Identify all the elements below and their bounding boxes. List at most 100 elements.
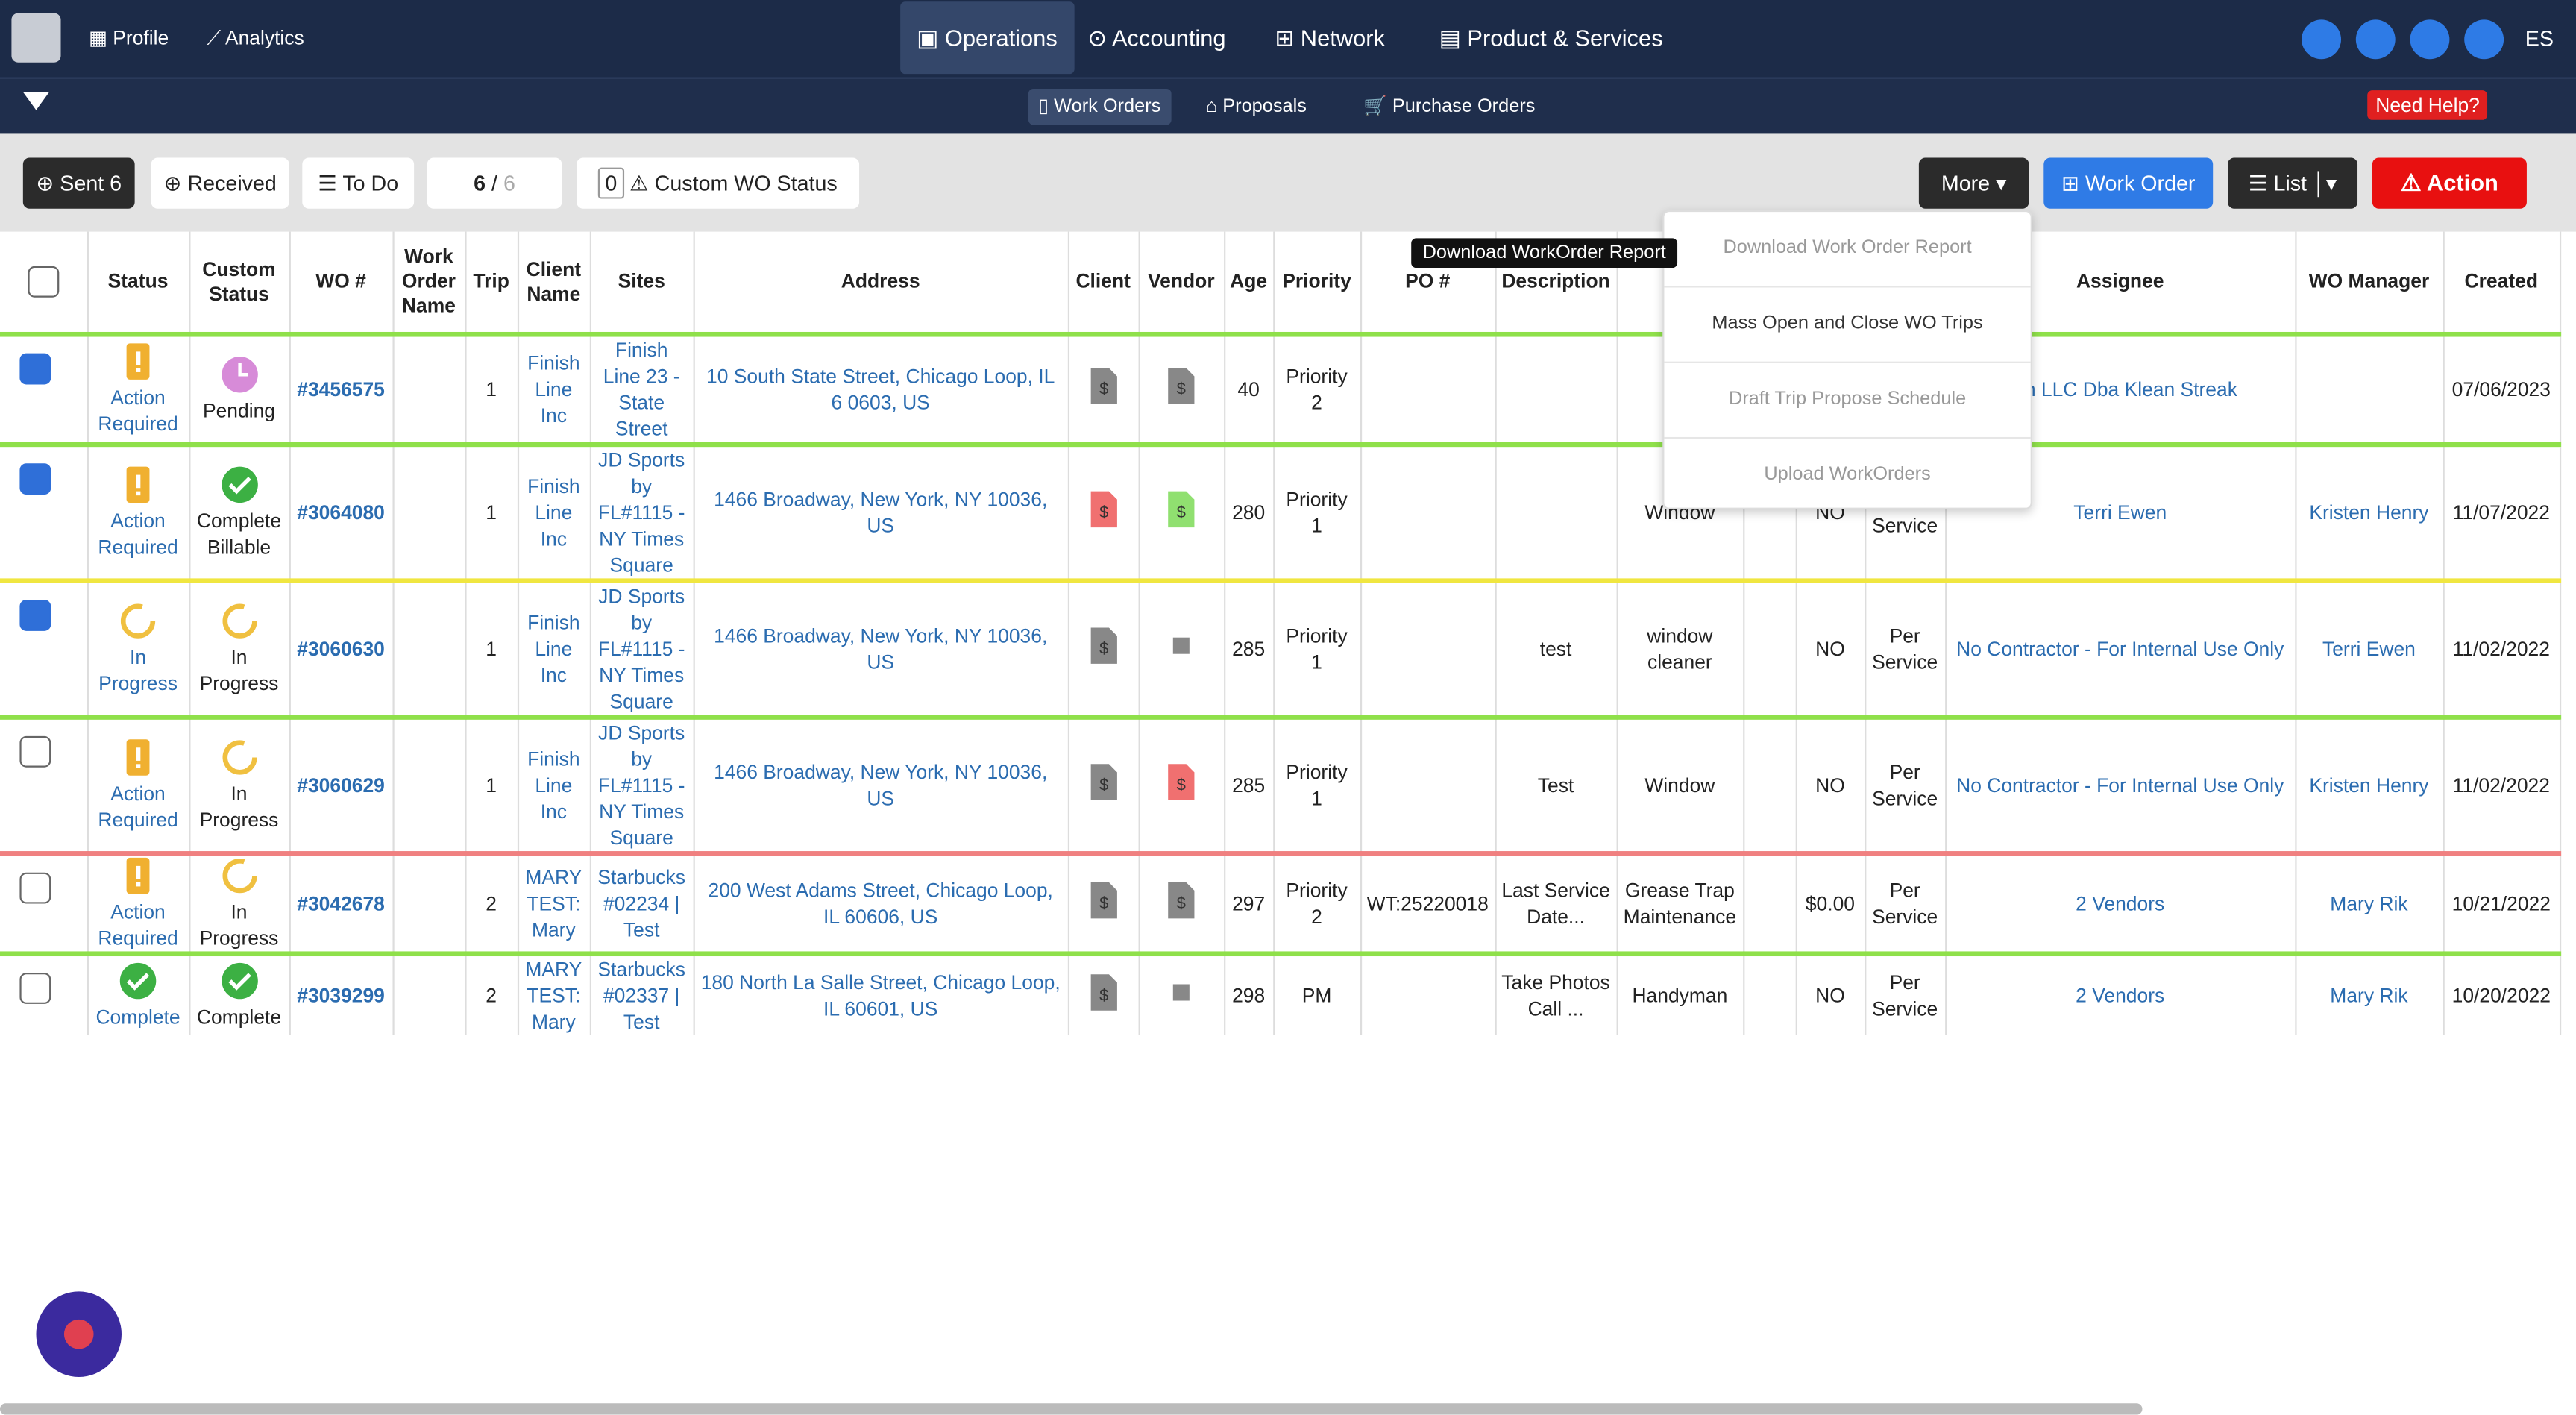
cell-text[interactable]: Finish Line Inc — [527, 747, 580, 823]
cell-text[interactable]: #3060630 — [297, 637, 385, 661]
cell-text[interactable]: Finish Line Inc — [527, 474, 580, 550]
cell-pay: Per Service — [1865, 717, 1947, 854]
cell-text[interactable]: 2 Vendors — [2076, 892, 2165, 915]
cell-text[interactable]: MARY TEST: Mary — [525, 865, 582, 942]
nav-accounting[interactable]: ⊙ Accounting — [1087, 25, 1226, 51]
cell-text[interactable]: Finish Line Inc — [527, 351, 580, 427]
more-button[interactable]: More ▾ — [1918, 157, 2029, 209]
cell-text[interactable]: 1466 Broadway, New York, NY 10036, US — [714, 624, 1048, 674]
custom-status-button[interactable]: 0 ⚠ Custom WO Status — [577, 157, 860, 209]
help-link[interactable]: Need Help? — [2367, 90, 2488, 120]
row-checkbox[interactable] — [19, 600, 51, 631]
cell-text[interactable]: Action Required — [98, 782, 178, 832]
nav-products[interactable]: ▤ Product & Services — [1439, 25, 1663, 51]
row-checkbox[interactable] — [19, 735, 51, 768]
menu-item[interactable]: Upload WorkOrders — [1764, 465, 1931, 485]
select-all[interactable] — [27, 266, 59, 298]
cell-age: 285 — [1224, 717, 1275, 854]
cell-text[interactable]: #3064080 — [297, 501, 385, 524]
cell-text[interactable]: 200 West Adams Street, Chicago Loop, IL … — [708, 879, 1053, 929]
document-icon[interactable] — [1165, 973, 1198, 1012]
menu-item[interactable]: Mass Open and Close WO Trips — [1664, 287, 2031, 363]
document-icon[interactable]: $ — [1165, 881, 1198, 920]
chat-button[interactable] — [2464, 19, 2504, 60]
cell-text[interactable]: Action Required — [98, 509, 178, 559]
work-order-button[interactable]: ⊞ Work Order — [2043, 157, 2214, 209]
document-icon[interactable]: $ — [1087, 489, 1119, 529]
nav-profile[interactable]: ▦ Profile — [88, 26, 169, 50]
sub-work-orders[interactable]: ▯ Work Orders — [1028, 88, 1171, 125]
cell-text[interactable]: Kristen Henry — [2309, 774, 2429, 797]
document-icon[interactable]: $ — [1087, 366, 1119, 406]
cell-text[interactable]: Mary Rik — [2330, 984, 2408, 1008]
cell-text[interactable]: Mtn LLC Dba Klean Streak — [2002, 377, 2237, 401]
cell-text[interactable]: #3039299 — [297, 984, 385, 1008]
document-icon[interactable]: $ — [1165, 489, 1198, 529]
cell-text[interactable]: Action Required — [98, 900, 178, 950]
cell-text: Complete — [196, 1005, 282, 1029]
fab-button[interactable] — [36, 1291, 122, 1377]
cell-text[interactable]: Finish Line Inc — [527, 611, 580, 687]
cell-text[interactable]: #3456575 — [297, 377, 385, 401]
user-initials[interactable]: ES — [2525, 26, 2554, 51]
document-icon[interactable] — [1165, 626, 1198, 665]
document-icon[interactable]: $ — [1087, 881, 1119, 920]
cell-text[interactable]: JD Sports by FL#1115 - NY Times Square — [597, 585, 685, 714]
cell-text[interactable]: Terri Ewen — [2322, 637, 2416, 661]
row-checkbox[interactable] — [19, 872, 51, 904]
cell-text[interactable]: #3042678 — [297, 892, 385, 915]
cell-text[interactable]: Starbucks #02234 | Test — [597, 865, 685, 942]
cell-text[interactable]: 1466 Broadway, New York, NY 10036, US — [714, 760, 1048, 810]
cell-text[interactable]: Finish Line 23 - State Street — [603, 338, 680, 441]
sub-proposals[interactable]: ⌂ Proposals — [1205, 96, 1307, 117]
cell-text[interactable]: In Progress — [98, 645, 178, 695]
cell-text[interactable]: MARY TEST: Mary — [525, 958, 582, 1034]
row-checkbox[interactable] — [19, 973, 51, 1004]
nav-analytics[interactable]: ⟋ Analytics — [207, 26, 304, 50]
cell-text[interactable]: No Contractor - For Internal Use Only — [1956, 774, 2284, 797]
document-icon[interactable]: $ — [1165, 366, 1198, 406]
cell-manager: Mary Rik — [2295, 853, 2444, 954]
cell-text[interactable]: 2 Vendors — [2076, 984, 2165, 1008]
menu-item[interactable]: Draft Trip Propose Schedule — [1664, 363, 2031, 439]
cell-text[interactable]: 10 South State Street, Chicago Loop, IL … — [706, 365, 1055, 415]
settings-button[interactable] — [2355, 19, 2396, 60]
list-button[interactable]: ☰ List │▾ — [2228, 157, 2358, 209]
cell-text[interactable]: Mary Rik — [2330, 892, 2408, 915]
row-checkbox[interactable] — [19, 463, 51, 495]
action-button[interactable]: ⚠ Action — [2372, 157, 2527, 209]
logo[interactable] — [11, 13, 61, 63]
cell-text[interactable]: 180 North La Salle Street, Chicago Loop,… — [700, 970, 1061, 1020]
icon-button[interactable] — [2302, 19, 2342, 60]
help-button[interactable] — [2410, 19, 2450, 60]
cell-text[interactable]: No Contractor - For Internal Use Only — [1956, 637, 2284, 661]
cell-priority: Priority 2 — [1273, 334, 1362, 445]
cell-text[interactable]: Action Required — [98, 386, 178, 436]
cell-address: 1466 Broadway, New York, NY 10036, US — [693, 580, 1069, 718]
cell-text[interactable]: 1466 Broadway, New York, NY 10036, US — [714, 488, 1048, 538]
cell-text[interactable]: JD Sports by FL#1115 - NY Times Square — [597, 448, 685, 577]
filter-icon[interactable] — [22, 92, 50, 110]
sent-button[interactable]: ⊕ Sent 6 — [22, 157, 135, 209]
document-icon[interactable]: $ — [1087, 626, 1119, 665]
cell-age: 285 — [1224, 580, 1275, 718]
cell-text[interactable]: Terri Ewen — [2073, 501, 2167, 524]
cell-text[interactable]: Complete — [95, 1005, 180, 1029]
nav-operations[interactable]: ▣ Operations — [900, 1, 1074, 75]
row-checkbox[interactable] — [19, 353, 51, 385]
cell-priority: Priority 1 — [1273, 444, 1362, 581]
document-icon[interactable]: $ — [1087, 762, 1119, 802]
received-button[interactable]: ⊕ Received — [151, 157, 289, 209]
cell-text[interactable]: Starbucks #02337 | Test — [597, 958, 685, 1034]
cell-text[interactable]: #3060629 — [297, 774, 385, 797]
nav-network[interactable]: ⊞ Network — [1275, 25, 1385, 51]
menu-item[interactable]: Download Work Order Report — [1664, 212, 2031, 288]
cell-custom-status: Complete Billable — [189, 444, 290, 581]
sub-purchase-orders[interactable]: 🛒 Purchase Orders — [1363, 96, 1536, 117]
cell-text[interactable]: Kristen Henry — [2309, 501, 2429, 524]
header-label: Client Name — [526, 257, 582, 305]
document-icon[interactable]: $ — [1165, 762, 1198, 802]
cell-text[interactable]: JD Sports by FL#1115 - NY Times Square — [597, 721, 685, 850]
document-icon[interactable]: $ — [1087, 973, 1119, 1012]
todo-button[interactable]: ☰ To Do — [302, 157, 415, 209]
